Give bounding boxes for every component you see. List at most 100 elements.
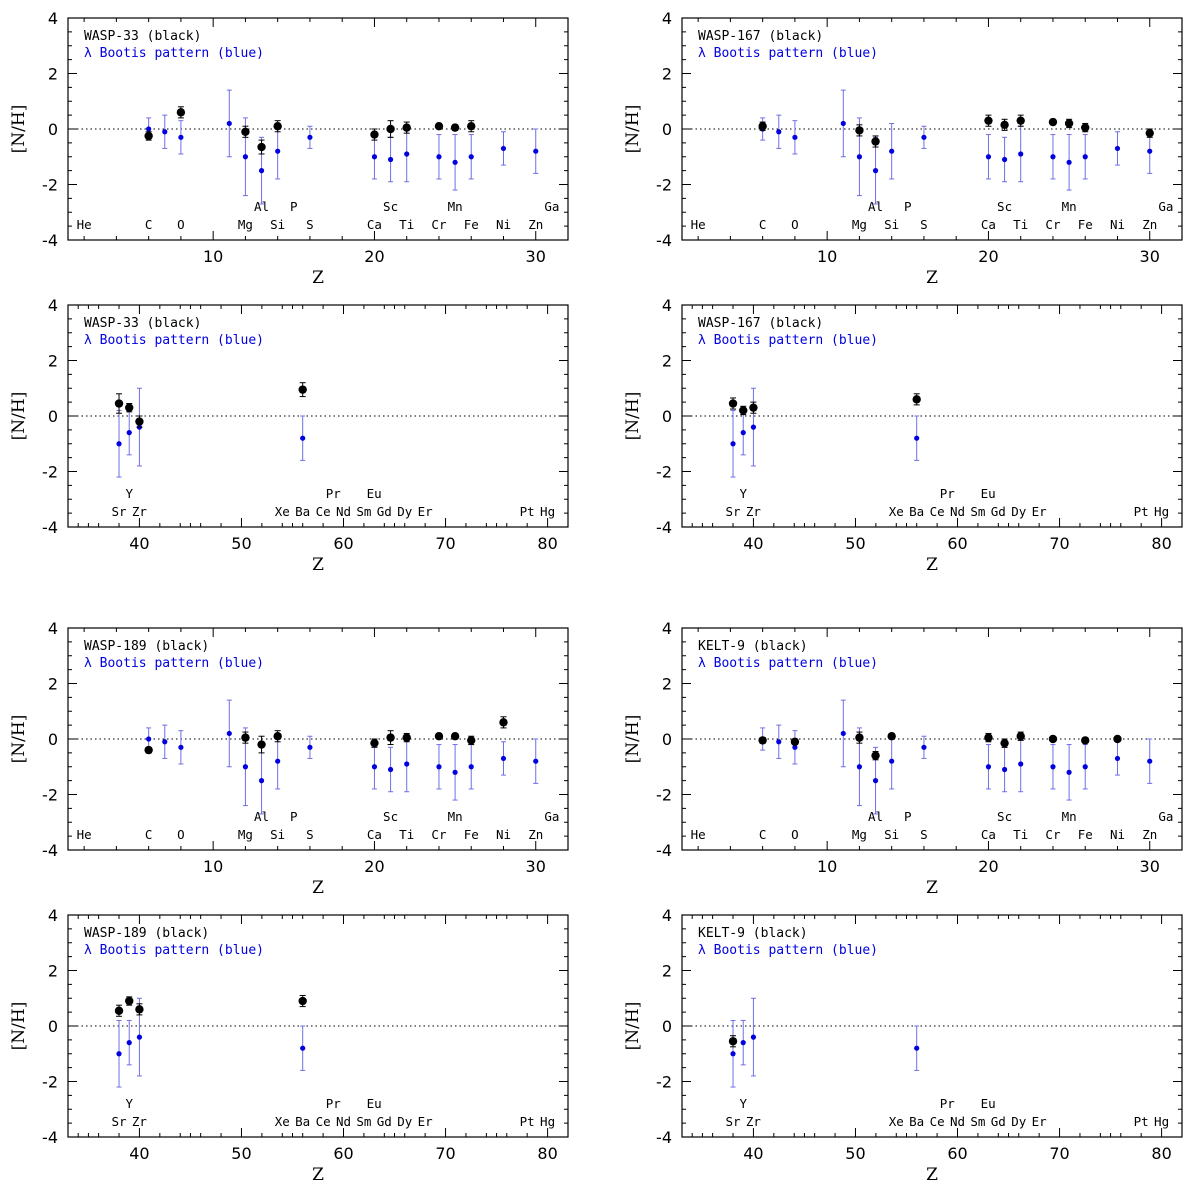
element-label: Sc [997, 809, 1012, 824]
element-label: Gd [991, 1114, 1006, 1129]
element-label: Pr [326, 1096, 342, 1111]
x-axis-label: Z [312, 1165, 324, 1185]
lambda-bootis-point [740, 1040, 746, 1046]
element-label: Ce [316, 1114, 331, 1129]
element-label: Zr [132, 1114, 148, 1129]
lambda-bootis-point [258, 168, 265, 174]
x-axis-label: Z [312, 878, 324, 898]
star-abundance-point [125, 996, 134, 1006]
element-label: C [759, 827, 767, 842]
lambda-bootis-point [242, 154, 249, 160]
element-label: Zr [132, 504, 148, 519]
element-label: Ce [930, 1114, 945, 1129]
legend-pattern-name: λ Bootis pattern (blue) [84, 656, 264, 671]
y-tick-label: 2 [662, 352, 672, 371]
x-tick-label: 40 [743, 1144, 763, 1163]
star-abundance-point [298, 996, 307, 1006]
element-label: Gd [991, 504, 1006, 519]
star-abundance-point [749, 403, 758, 412]
element-label: Ga [1158, 809, 1173, 824]
y-tick-label: 4 [48, 296, 58, 315]
x-tick-label: 30 [1140, 857, 1160, 876]
star-abundance-point [114, 399, 124, 408]
element-label: Eu [367, 1096, 382, 1111]
star-abundance-point [402, 733, 411, 742]
lambda-bootis-point [840, 730, 846, 737]
star-abundance-point [758, 736, 767, 745]
element-label: P [290, 199, 298, 214]
element-label: P [290, 809, 298, 824]
element-label: Y [739, 1096, 747, 1111]
x-tick-label: 20 [978, 247, 998, 266]
lambda-bootis-point [1018, 761, 1024, 767]
y-axis-label: [N/H] [623, 392, 643, 441]
element-label: Ca [367, 217, 382, 232]
star-abundance-point [728, 1037, 738, 1046]
element-label: Y [125, 486, 133, 501]
star-abundance-point [1048, 117, 1058, 127]
element-label: S [920, 827, 928, 842]
element-label: Zr [746, 504, 762, 519]
x-tick-label: 10 [817, 857, 837, 876]
lambda-bootis-point [178, 134, 184, 140]
element-label: Y [739, 486, 747, 501]
lambda-bootis-point [307, 134, 313, 140]
lambda-bootis-point [750, 1034, 757, 1040]
legend-pattern-name: λ Bootis pattern (blue) [84, 46, 264, 61]
element-label: Si [884, 217, 899, 232]
lambda-bootis-point [856, 764, 863, 770]
element-label: Er [418, 504, 434, 519]
element-label: Sr [111, 1114, 127, 1129]
element-label: Ni [1110, 217, 1125, 232]
lambda-bootis-point [730, 1051, 736, 1057]
star-abundance-point [402, 123, 411, 132]
element-label: Ca [981, 217, 996, 232]
element-label: Cr [1045, 217, 1061, 232]
y-axis-label: [N/H] [623, 1002, 643, 1051]
element-label: Mg [852, 827, 867, 842]
element-label: S [306, 217, 314, 232]
x-axis-label: Z [926, 268, 938, 288]
star-abundance-point [144, 745, 153, 755]
element-label: Ga [544, 809, 559, 824]
lambda-bootis-point [300, 1045, 306, 1051]
y-axis-label: [N/H] [9, 105, 29, 154]
element-label: S [920, 217, 928, 232]
element-label: Al [868, 199, 883, 214]
lambda-bootis-point [126, 1040, 132, 1046]
star-abundance-point [386, 733, 395, 742]
lambda-bootis-point [730, 441, 736, 447]
element-label: Ni [496, 827, 511, 842]
element-label: C [145, 217, 153, 232]
star-abundance-point [273, 732, 282, 741]
element-label: Sr [725, 1114, 741, 1129]
y-tick-label: -4 [42, 518, 58, 537]
element-label: Ti [399, 827, 414, 842]
lambda-bootis-point [1066, 159, 1072, 165]
y-tick-label: -4 [42, 1128, 58, 1147]
element-label: Xe [275, 1114, 290, 1129]
y-axis-label: [N/H] [623, 105, 643, 154]
lambda-bootis-point [452, 159, 458, 165]
element-label: Eu [981, 1096, 996, 1111]
element-label: Pt [1134, 504, 1149, 519]
element-label: O [791, 217, 799, 232]
element-label: Zn [1142, 827, 1157, 842]
lambda-bootis-point [126, 430, 132, 436]
legend-star-name: KELT-9 (black) [698, 639, 808, 654]
element-label: Ga [544, 199, 559, 214]
y-tick-label: -2 [656, 1073, 672, 1092]
star-abundance-point [984, 116, 993, 125]
legend-star-name: WASP-33 (black) [84, 316, 201, 331]
x-axis-label: Z [312, 555, 324, 575]
legend-pattern-name: λ Bootis pattern (blue) [698, 46, 878, 61]
lambda-bootis-point [468, 764, 474, 770]
star-abundance-point [125, 403, 134, 412]
element-label: Sm [356, 504, 371, 519]
legend-star-name: WASP-33 (black) [84, 29, 201, 44]
x-axis-label: Z [926, 555, 938, 575]
star-abundance-point [1000, 120, 1009, 130]
x-tick-label: 40 [129, 1144, 149, 1163]
y-tick-label: 2 [662, 675, 672, 694]
lambda-bootis-point [258, 778, 265, 784]
